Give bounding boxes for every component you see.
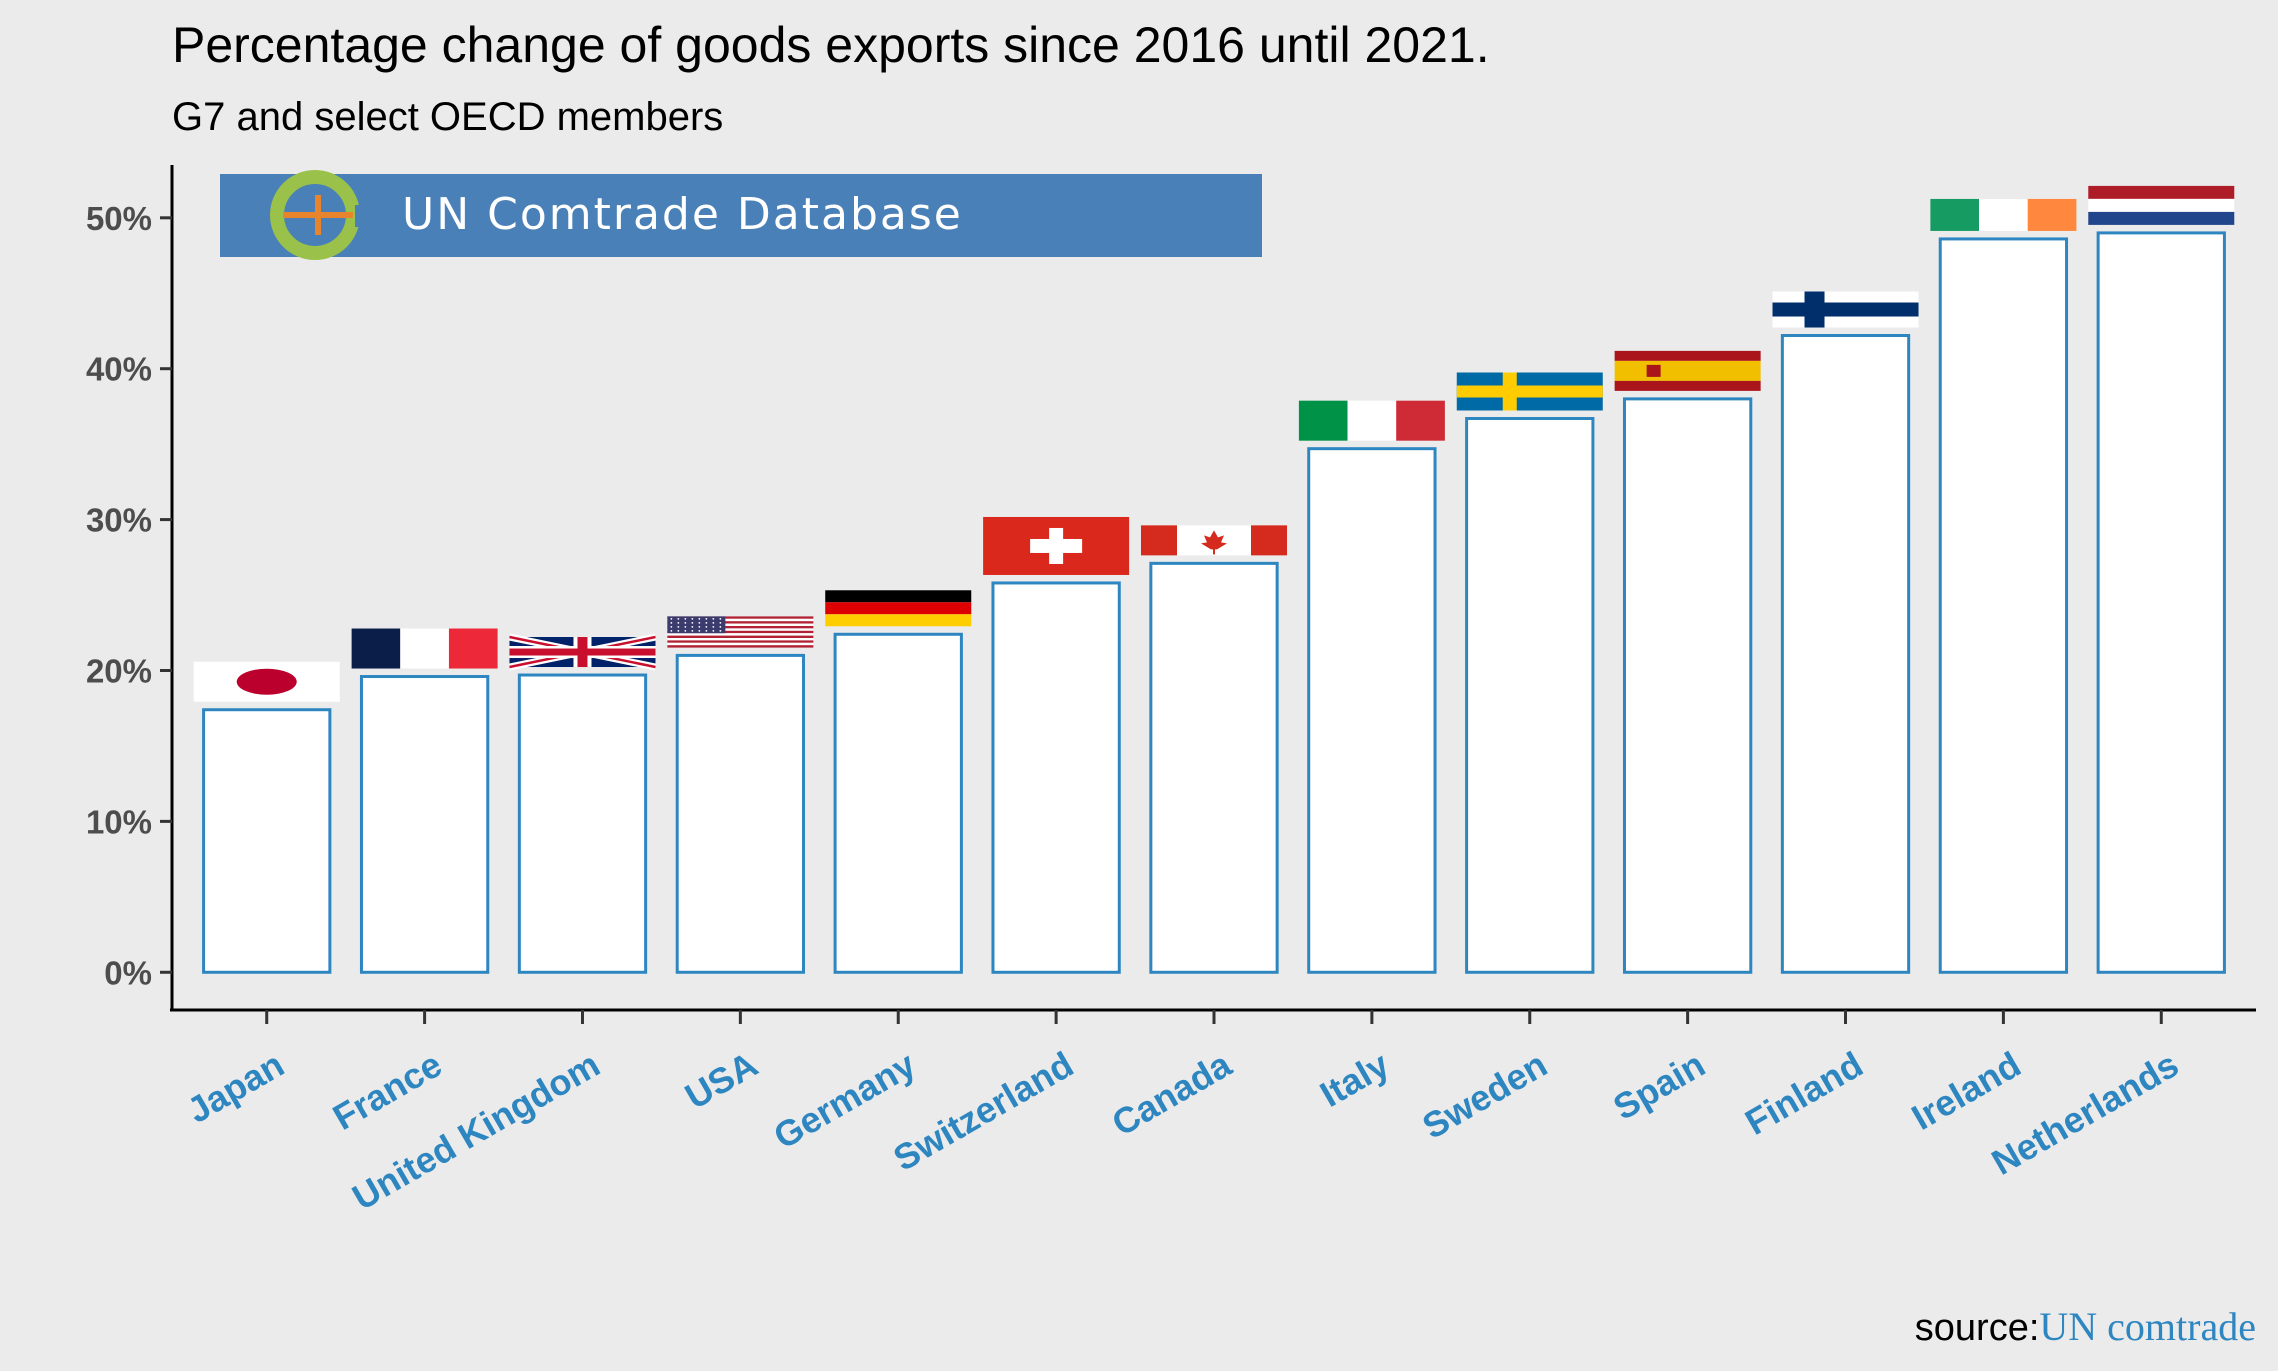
flags: [193, 185, 2235, 702]
germany-flag-icon: [825, 590, 972, 627]
x-tick-label: USA: [678, 1043, 764, 1117]
sweden-flag-icon: [1456, 372, 1603, 411]
spain-flag-icon: [1614, 350, 1761, 391]
svg-text:source:UN comtrade: source:UN comtrade: [1915, 1304, 2256, 1349]
japan-flag-icon: [193, 661, 340, 702]
bar-france: [359, 675, 490, 974]
x-tick-label: Canada: [1105, 1043, 1239, 1144]
bars: [202, 231, 2226, 974]
france-flag-icon: [351, 628, 498, 669]
y-axis: 0% 10% 20% 30% 40% 50%: [86, 200, 172, 991]
bar-japan: [202, 708, 332, 974]
x-tick-label: Spain: [1606, 1043, 1711, 1128]
source-caption: source:UN comtrade: [1915, 1304, 2256, 1349]
united-kingdom-flag-icon: [508, 633, 657, 671]
y-tick-label: 50%: [86, 200, 152, 237]
y-tick-label: 40%: [86, 351, 152, 388]
x-tick-label: Finland: [1738, 1043, 1869, 1143]
banner-background: [220, 174, 1262, 257]
bar-sweden: [1465, 417, 1595, 974]
bar-usa: [675, 653, 806, 974]
finland-flag-icon: [1772, 291, 1919, 328]
banner-text: UN Comtrade Database: [402, 189, 963, 240]
bar-switzerland: [991, 581, 1121, 974]
chart-title: Percentage change of goods exports since…: [172, 17, 1490, 73]
bar-netherlands: [2096, 231, 2226, 974]
bar-canada: [1149, 561, 1279, 974]
italy-flag-icon: [1298, 400, 1445, 441]
y-tick-label: 10%: [86, 803, 152, 840]
bar-italy: [1307, 447, 1437, 974]
y-tick-label: 30%: [86, 502, 152, 539]
x-tick-label: Italy: [1313, 1043, 1396, 1115]
bar-united-kingdom: [517, 673, 648, 974]
netherlands-flag-icon: [2088, 185, 2235, 225]
x-tick-label: Japan: [180, 1043, 291, 1131]
banner: UN Comtrade Database: [220, 170, 1262, 260]
source-link[interactable]: UN comtrade: [2039, 1304, 2256, 1349]
switzerland-flag-icon: [983, 516, 1130, 575]
ireland-flag-icon: [1930, 198, 2077, 231]
x-tick-label: Ireland: [1905, 1043, 2028, 1138]
comtrade-logo-icon: [270, 170, 385, 260]
bar-spain: [1622, 397, 1753, 974]
x-tick-label: Switzerland: [886, 1043, 1080, 1179]
x-tick-label: France: [326, 1043, 449, 1138]
y-tick-label: 20%: [86, 652, 152, 689]
bar-finland: [1780, 334, 1911, 974]
bar-ireland: [1938, 237, 2069, 974]
source-label: source:: [1915, 1307, 2040, 1349]
chart-subtitle: G7 and select OECD members: [172, 95, 723, 139]
canada-flag-icon: [1141, 525, 1287, 556]
bar-germany: [833, 632, 963, 974]
x-tick-label: Sweden: [1415, 1043, 1553, 1147]
y-tick-label: 0%: [104, 954, 152, 991]
usa-flag-icon: [667, 616, 814, 648]
